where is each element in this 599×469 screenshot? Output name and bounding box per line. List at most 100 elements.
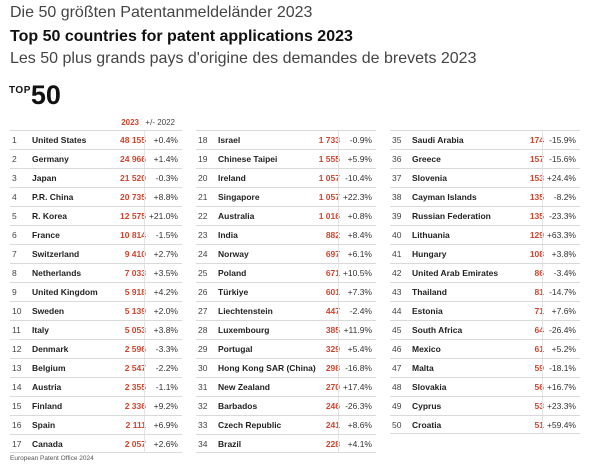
cell-divider [338,169,339,187]
cell-divider [338,245,339,263]
table-row: 39 Russian Federation 135 -23.3% [390,206,580,225]
cell-divider [338,207,339,225]
rank-cell: 30 [198,363,208,373]
cell-divider [542,359,543,377]
table-row: 45 South Africa 64 -26.4% [390,320,580,339]
change-vs-2022: +16.7% [546,382,576,392]
cell-divider [542,150,543,168]
applications-2023: 71 [534,306,544,316]
cell-divider [338,150,339,168]
applications-2023: 9 410 [124,249,146,259]
cell-divider [542,264,543,282]
table-row: 18 Israel 1 733 -0.9% [196,130,376,149]
rank-cell: 36 [392,154,402,164]
country-name: Saudi Arabia [412,135,464,145]
table-row: 38 Cayman Islands 135 -8.2% [390,187,580,206]
cell-divider [338,283,339,301]
change-vs-2022: -10.4% [345,173,372,183]
rank-cell: 50 [392,420,402,430]
change-vs-2022: +6.1% [347,249,372,259]
rank-cell: 3 [12,173,17,183]
table-row: 48 Slovakia 56 +16.7% [390,377,580,396]
table-row: 28 Luxembourg 385 +11.9% [196,320,376,339]
change-vs-2022: +7.3% [347,287,372,297]
country-name: United Kingdom [32,287,98,297]
rank-cell: 20 [198,173,208,183]
applications-2023: 108 [529,249,544,259]
applications-2023: 1 016 [318,211,340,221]
rank-cell: 44 [392,306,402,316]
country-name: Australia [218,211,255,221]
applications-2023: 59 [534,363,544,373]
country-name: Germany [32,154,69,164]
cell-divider [542,340,543,358]
cell-divider [338,131,339,149]
country-name: Brazil [218,439,242,449]
change-vs-2022: -0.9% [349,135,372,145]
table-row: 30 Hong Kong SAR (China) 298 -16.8% [196,358,376,377]
country-name: Chinese Taipei [218,154,278,164]
change-vs-2022: +10.5% [342,268,372,278]
applications-2023: 10 814 [120,230,146,240]
cell-divider [542,283,543,301]
applications-2023: 601 [325,287,340,297]
change-vs-2022: -26.4% [549,325,576,335]
applications-2023: 129 [529,230,544,240]
country-name: Israel [218,135,241,145]
country-name: R. Korea [32,211,67,221]
applications-2023: 24 966 [120,154,146,164]
change-vs-2022: +3.5% [153,268,178,278]
change-vs-2022: -26.3% [345,401,372,411]
country-name: South Africa [412,325,463,335]
change-vs-2022: +4.1% [347,439,372,449]
cell-divider [144,150,145,168]
country-name: Slovenia [412,173,447,183]
table-row: 12 Denmark 2 596 -3.3% [10,339,182,358]
applications-2023: 671 [325,268,340,278]
table-row: 6 France 10 814 -1.5% [10,225,182,244]
applications-2023: 48 155 [120,135,146,145]
change-vs-2022: +8.8% [153,192,178,202]
applications-2023: 56 [534,382,544,392]
applications-2023: 2 057 [124,439,146,449]
applications-2023: 270 [325,382,340,392]
country-name: Portugal [218,344,253,354]
cell-divider [542,302,543,320]
applications-2023: 5 139 [124,306,146,316]
table-row: 14 Austria 2 355 -1.1% [10,377,182,396]
cell-divider [144,169,145,187]
change-vs-2022: -15.9% [549,135,576,145]
change-vs-2022: +22.3% [342,192,372,202]
applications-2023: 1 733 [318,135,340,145]
rank-cell: 26 [198,287,208,297]
country-name: Poland [218,268,247,278]
change-vs-2022: +17.4% [342,382,372,392]
country-name: Greece [412,154,441,164]
country-name: Czech Republic [218,420,282,430]
country-name: Belgium [32,363,66,373]
rank-cell: 25 [198,268,208,278]
rank-cell: 18 [198,135,208,145]
rank-cell: 11 [12,325,21,335]
change-vs-2022: +0.8% [347,211,372,221]
table-row: 50 Croatia 51 +59.4% [390,415,580,434]
cell-divider [338,435,339,453]
rank-cell: 17 [12,439,22,449]
cell-divider [144,264,145,282]
applications-2023: 329 [325,344,340,354]
table-row: 24 Norway 697 +6.1% [196,244,376,263]
cell-divider [144,245,145,263]
change-vs-2022: -2.2% [155,363,178,373]
cell-divider [338,302,339,320]
change-vs-2022: +8.6% [347,420,372,430]
cell-divider [144,397,145,415]
cell-divider [338,321,339,339]
cell-divider [542,397,543,415]
rank-cell: 15 [12,401,22,411]
change-vs-2022: +2.0% [153,306,178,316]
country-name: Thailand [412,287,447,297]
table-row: 17 Canada 2 057 +2.6% [10,434,182,453]
applications-2023: 53 [534,401,544,411]
change-vs-2022: -3.4% [553,268,576,278]
change-vs-2022: +24.4% [546,173,576,183]
